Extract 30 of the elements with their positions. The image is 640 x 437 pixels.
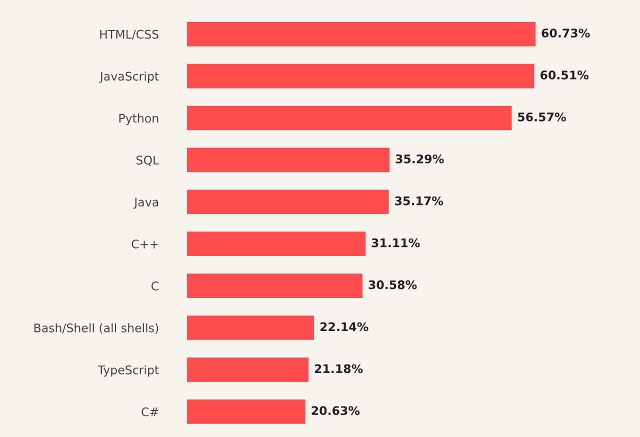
y-tick-label: JavaScript (99, 72, 159, 83)
y-tick-label: Python (119, 114, 158, 125)
bar (186, 274, 362, 298)
data-label: 60.51% (540, 70, 589, 80)
bar (186, 190, 389, 214)
y-tick-label: C++ (132, 240, 158, 248)
bar (186, 358, 308, 382)
bar (186, 232, 366, 256)
data-label: 22.14% (320, 322, 368, 332)
bar (186, 22, 536, 46)
bar (186, 106, 512, 130)
data-label: 30.58% (368, 280, 417, 290)
data-label: 56.57% (518, 112, 566, 122)
y-tick-label: SQL (136, 156, 160, 166)
y-tick-label: HTML/CSS (100, 30, 158, 40)
data-label: 60.73% (542, 28, 590, 38)
bar (186, 148, 390, 172)
y-tick-label: Java (134, 198, 158, 209)
y-tick-label: C (152, 282, 158, 290)
y-tick-label: TypeScript (98, 365, 159, 377)
data-label: 35.17% (395, 196, 444, 206)
y-tick-label: C# (142, 407, 158, 416)
data-label: 35.29% (396, 154, 444, 164)
bar (186, 64, 534, 88)
data-label: 31.11% (372, 238, 420, 248)
bar (186, 316, 314, 340)
data-label: 21.18% (314, 364, 363, 374)
data-label: 20.63% (312, 406, 360, 416)
bar (186, 399, 306, 424)
y-tick-label: Bash/Shell (all shells) (34, 323, 158, 334)
